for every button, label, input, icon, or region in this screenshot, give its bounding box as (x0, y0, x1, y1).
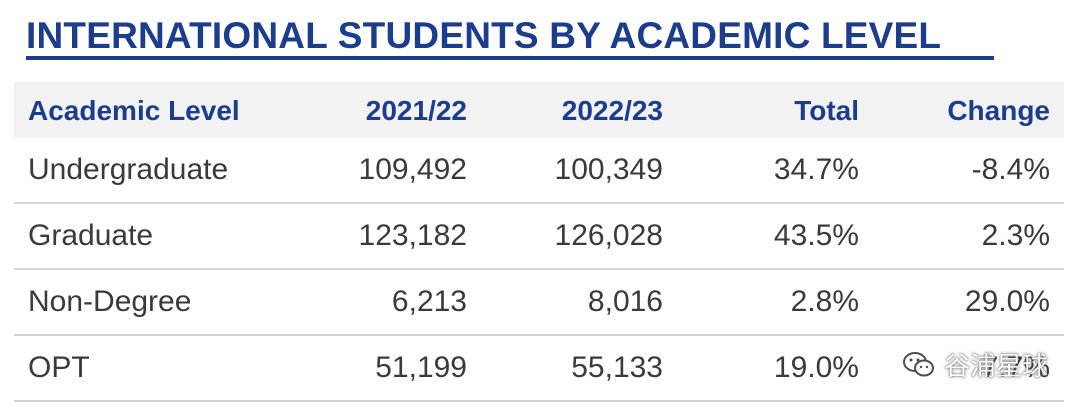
header-total: Total (794, 95, 859, 126)
cell-change: 7.7% (981, 351, 1050, 384)
header-2022-23: 2022/23 (561, 95, 663, 126)
cell-academic-level: OPT (28, 351, 90, 384)
table-row: Graduate 123,182 126,028 43.5% 2.3% (14, 204, 1064, 270)
cell-total: 19.0% (773, 351, 859, 384)
table-row: OPT 51,199 55,133 19.0% 7.7% (14, 336, 1064, 402)
cell-change: 29.0% (964, 285, 1050, 318)
header-change: Change (947, 95, 1050, 126)
header-academic-level: Academic Level (28, 95, 240, 126)
cell-2022-23: 8,016 (587, 285, 663, 318)
cell-2021-22: 123,182 (358, 219, 467, 252)
table-row: Non-Degree 6,213 8,016 2.8% 29.0% (14, 270, 1064, 336)
cell-change: -8.4% (971, 153, 1050, 186)
cell-2022-23: 55,133 (571, 351, 663, 384)
page-title: INTERNATIONAL STUDENTS BY ACADEMIC LEVEL (26, 15, 942, 56)
table-header-row: Academic Level 2021/22 2022/23 Total Cha… (14, 82, 1064, 138)
table-row: Undergraduate 109,492 100,349 34.7% -8.4… (14, 138, 1064, 204)
cell-2021-22: 109,492 (358, 153, 467, 186)
title-underline (26, 56, 994, 60)
cell-2021-22: 51,199 (375, 351, 467, 384)
cell-academic-level: Non-Degree (28, 285, 192, 318)
cell-change: 2.3% (981, 219, 1050, 252)
cell-2022-23: 126,028 (554, 219, 663, 252)
cell-total: 34.7% (773, 153, 859, 186)
cell-total: 43.5% (773, 219, 859, 252)
header-2021-22: 2021/22 (365, 95, 467, 126)
data-table: Academic Level 2021/22 2022/23 Total Cha… (14, 82, 1064, 402)
cell-academic-level: Undergraduate (28, 153, 229, 186)
cell-2022-23: 100,349 (554, 153, 663, 186)
cell-total: 2.8% (790, 285, 859, 318)
cell-academic-level: Graduate (28, 219, 154, 252)
cell-2021-22: 6,213 (391, 285, 467, 318)
